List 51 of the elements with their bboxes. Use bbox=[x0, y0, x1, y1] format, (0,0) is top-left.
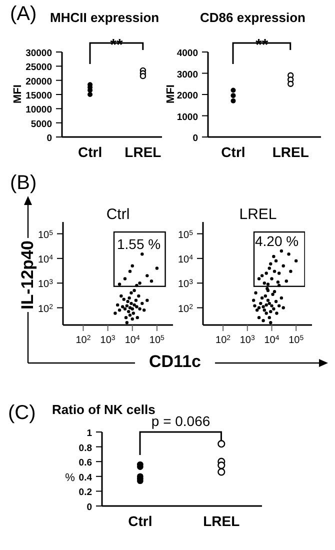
x-tick-label: 10$^{3}$ bbox=[100, 334, 116, 346]
chart-title: CD86 expression bbox=[200, 10, 306, 25]
text: (A) bbox=[10, 3, 37, 26]
annotation: 1.55 % bbox=[117, 236, 161, 252]
y-tick-label: 10000 bbox=[26, 104, 52, 116]
y-tick-label: 0.2 bbox=[78, 487, 92, 498]
x-tick-label: Ctrl bbox=[221, 144, 246, 160]
annotation: 4.20 % bbox=[255, 233, 299, 249]
y-tick-label: 1 bbox=[86, 428, 93, 439]
y-axis-title: MFI bbox=[12, 84, 24, 104]
y-tick-label: 25000 bbox=[26, 62, 52, 74]
y-axis-title: IL-12p40 bbox=[18, 238, 38, 312]
x-tick-label: 10$^{4}$ bbox=[124, 334, 140, 346]
x-tick-label: 10$^{3}$ bbox=[240, 334, 256, 346]
x-tick-label: 10$^{2}$ bbox=[216, 334, 231, 346]
y-tick-label: 10$^{5}$ bbox=[38, 229, 54, 241]
y-tick-label: 10$^{3}$ bbox=[38, 278, 54, 290]
x-tick-label: LREL bbox=[272, 144, 310, 160]
y-tick-label: 1000 bbox=[176, 112, 198, 123]
y-tick-label: 0 bbox=[46, 133, 52, 144]
x-tick-label: 10$^{5}$ bbox=[149, 334, 165, 346]
chart-title: MHCII expression bbox=[50, 10, 160, 25]
y-tick-label: 3000 bbox=[176, 69, 198, 80]
y-tick-label: 0.6 bbox=[78, 458, 92, 469]
x-tick-label: 10$^{5}$ bbox=[288, 334, 304, 346]
y-tick-label: 4000 bbox=[176, 48, 198, 59]
y-tick-label: 0.4 bbox=[78, 472, 93, 484]
y-tick-label: 10$^{2}$ bbox=[38, 303, 54, 315]
y-tick-label: 20000 bbox=[26, 76, 52, 88]
y-tick-label: 10$^{5}$ bbox=[178, 229, 194, 241]
y-tick-label: 10$^{2}$ bbox=[178, 303, 194, 315]
y-tick-label: 2000 bbox=[176, 90, 198, 102]
y-tick-label: 10$^{3}$ bbox=[178, 278, 194, 290]
x-tick-label: LREL bbox=[124, 144, 162, 160]
text: (B) bbox=[10, 172, 37, 195]
y-tick-label: 15000 bbox=[26, 90, 52, 102]
y-tick-label: 10$^{4}$ bbox=[38, 254, 54, 266]
text: (C) bbox=[8, 402, 36, 425]
y-tick-label: 0.8 bbox=[78, 442, 92, 454]
y-tick-label: 10$^{4}$ bbox=[178, 254, 194, 266]
y-tick-label: 30000 bbox=[26, 48, 52, 59]
y-tick-label: 5000 bbox=[30, 118, 52, 130]
chart-title: Ctrl bbox=[105, 206, 131, 223]
y-tick-label: 0 bbox=[86, 502, 92, 513]
chart-title: LREL bbox=[238, 206, 278, 223]
y-axis-title: % bbox=[65, 472, 75, 484]
x-tick-label: Ctrl bbox=[78, 144, 102, 160]
x-axis-title: CD11c bbox=[135, 352, 215, 372]
x-tick-label: 10$^{4}$ bbox=[264, 334, 280, 346]
y-axis-title: MFI bbox=[165, 84, 177, 104]
y-tick-label: 0 bbox=[192, 133, 198, 144]
